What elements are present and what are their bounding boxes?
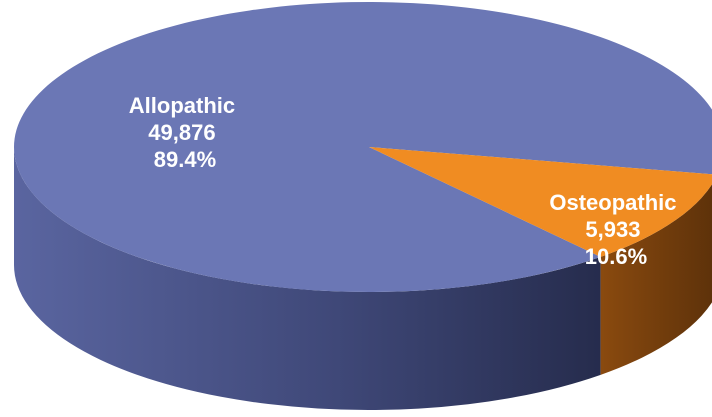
slice-side-osteopathic <box>600 184 712 375</box>
slice-label-osteopathic: Osteopathic 5,933 10.6% <box>549 190 682 269</box>
slice-label-allopathic: Allopathic 49,876 89.4% <box>129 93 241 172</box>
slice-percent-allopathic: 89.4% <box>154 147 216 172</box>
slice-top-osteopathic <box>369 147 712 257</box>
slice-value-osteopathic: 5,933 <box>585 217 640 242</box>
slice-top-allopathic <box>14 2 712 292</box>
slice-side-allopathic <box>14 147 601 410</box>
slice-percent-osteopathic: 10.6% <box>585 244 647 269</box>
slice-labels: Allopathic 49,876 89.4% Osteopathic 5,93… <box>129 93 682 269</box>
pie-sides <box>14 147 712 410</box>
slice-name-osteopathic: Osteopathic <box>549 190 676 215</box>
slice-name-allopathic: Allopathic <box>129 93 235 118</box>
pie-tops <box>14 2 712 292</box>
slice-value-allopathic: 49,876 <box>148 120 215 145</box>
